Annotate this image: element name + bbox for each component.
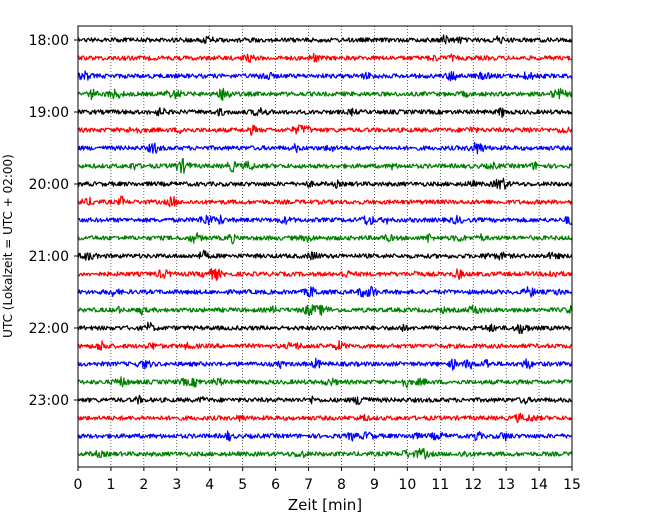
seismic-trace <box>77 34 573 45</box>
seismic-trace <box>77 70 573 82</box>
x-tick-label: 12 <box>464 477 482 493</box>
seismic-trace <box>77 285 573 298</box>
seismic-trace <box>77 87 573 102</box>
y-tick-label: 22:00 <box>29 321 69 337</box>
seismic-trace <box>77 304 573 317</box>
seismic-trace <box>77 430 573 442</box>
x-tick-label: 0 <box>74 477 83 493</box>
y-tick-label: 18:00 <box>29 33 69 49</box>
y-axis-label: UTC (Lokalzeit = UTC + 02:00) <box>1 154 15 338</box>
y-tick-label: 20:00 <box>29 177 69 193</box>
x-tick-label: 7 <box>304 477 313 493</box>
seismic-trace <box>77 195 573 208</box>
seismic-trace <box>77 177 573 190</box>
seismic-trace <box>77 107 573 119</box>
seismic-trace <box>77 447 573 460</box>
seismic-trace <box>77 376 573 389</box>
seismic-trace <box>77 268 573 282</box>
x-tick-label: 9 <box>370 477 379 493</box>
x-tick-label: 2 <box>139 477 148 493</box>
x-tick-label: 10 <box>398 477 416 493</box>
x-tick-label: 3 <box>172 477 181 493</box>
seismic-trace <box>77 321 573 335</box>
x-tick-label: 8 <box>337 477 346 493</box>
x-tick-label: 4 <box>205 477 214 493</box>
seismic-trace <box>77 214 573 226</box>
seismic-trace <box>77 124 573 136</box>
seismic-trace <box>77 394 573 406</box>
seismic-trace <box>77 52 573 63</box>
y-tick-label: 19:00 <box>29 105 69 121</box>
seismic-trace <box>77 249 573 261</box>
seismic-trace <box>78 412 573 424</box>
x-tick-label: 15 <box>563 477 581 493</box>
seismic-trace <box>77 232 573 245</box>
seismic-trace <box>77 357 573 371</box>
y-tick-label: 23:00 <box>29 393 69 409</box>
y-tick-label: 21:00 <box>29 249 69 265</box>
seismic-trace <box>77 141 573 155</box>
seismic-traces <box>77 34 573 460</box>
x-tick-label: 1 <box>106 477 115 493</box>
seismic-trace <box>77 340 573 351</box>
y-axis-ticks: 18:00 19:00 20:00 21:00 22:00 23:00 <box>29 33 78 409</box>
x-tick-label: 6 <box>271 477 280 493</box>
x-tick-label: 5 <box>238 477 247 493</box>
x-tick-label: 11 <box>431 477 449 493</box>
x-axis-label: Zeit [min] <box>288 496 362 514</box>
seismic-trace <box>77 158 573 174</box>
x-tick-label: 14 <box>530 477 548 493</box>
x-tick-label: 13 <box>497 477 515 493</box>
x-axis-ticks: 0 1 2 3 4 5 6 7 8 9 10 11 12 13 14 15 <box>74 467 581 493</box>
plot-frame <box>77 25 573 468</box>
